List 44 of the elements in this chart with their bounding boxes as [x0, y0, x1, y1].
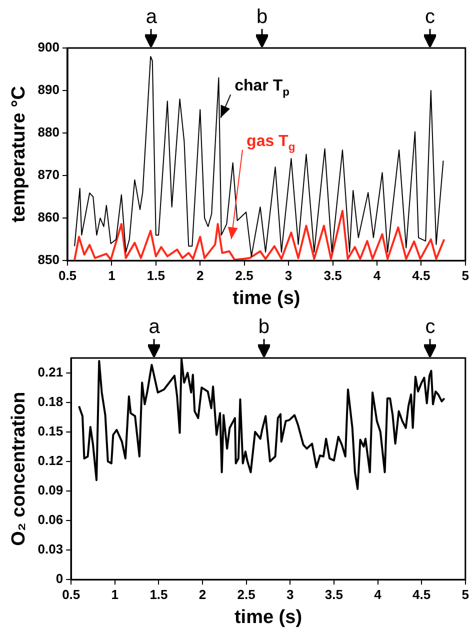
- x-tick-label: 2: [196, 268, 204, 283]
- x-tick-label: 4.5: [412, 268, 430, 283]
- text: b: [258, 316, 270, 338]
- y-tick-label: 0: [56, 571, 64, 586]
- x-tick-label: 2.5: [237, 586, 256, 602]
- x-tick-label: 4.5: [412, 586, 431, 602]
- y-tick-label: 0.09: [38, 482, 64, 498]
- x-tick-label: 3.5: [324, 268, 342, 283]
- y-axis-title: temperature °C: [8, 86, 30, 223]
- y-tick-label: 0.03: [38, 542, 64, 557]
- y-tick-label: 0.18: [38, 394, 64, 409]
- x-tick-label: 3.5: [324, 586, 343, 602]
- y-tick-label: 870: [38, 167, 60, 182]
- y-tick-label: 890: [38, 82, 60, 98]
- y-tick-label: 900: [38, 40, 60, 55]
- y-tick-label: 0.12: [38, 452, 64, 468]
- text: c: [424, 6, 435, 28]
- y-tick-label: 0.15: [38, 423, 64, 438]
- x-tick-label: 2: [198, 586, 206, 602]
- x-tick-label: 1.5: [146, 268, 165, 283]
- x-tick-label: 3: [286, 586, 294, 602]
- y-tick-label: 860: [38, 210, 60, 225]
- x-tick-label: 0.5: [62, 586, 80, 602]
- x-tick-label: 1: [111, 586, 119, 602]
- x-tick-label: 1: [108, 268, 116, 283]
- y-axis-title: O₂ concentration: [8, 392, 30, 546]
- x-axis-title: time (s): [232, 288, 300, 309]
- y-tick-label: 0.06: [38, 512, 64, 528]
- x-tick-label: 5: [462, 268, 469, 283]
- x-axis-title: time (s): [234, 606, 302, 628]
- text: b: [256, 6, 268, 28]
- text: c: [425, 316, 436, 338]
- x-tick-label: 2.5: [235, 268, 254, 283]
- x-tick-label: 3: [284, 268, 292, 283]
- x-tick-label: 5: [462, 586, 469, 602]
- x-tick-label: 4: [373, 268, 382, 283]
- text: a: [148, 316, 160, 338]
- x-tick-label: 1.5: [150, 586, 168, 602]
- y-tick-label: 880: [38, 124, 60, 140]
- x-tick-label: 0.5: [58, 268, 77, 283]
- y-tick-label: 850: [38, 252, 60, 268]
- text: a: [146, 6, 157, 28]
- y-tick-label: 0.21: [38, 364, 64, 380]
- x-tick-label: 4: [374, 586, 382, 602]
